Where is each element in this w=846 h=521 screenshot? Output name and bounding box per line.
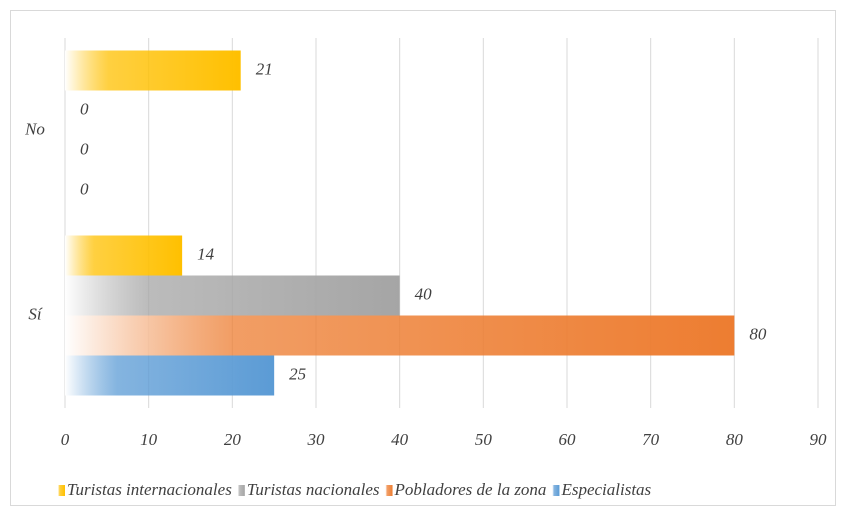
legend-label: Turistas nacionales (247, 480, 380, 499)
x-tick-label: 80 (726, 430, 744, 449)
x-tick-label: 20 (224, 430, 242, 449)
x-tick-label: 70 (642, 430, 660, 449)
bar (65, 315, 735, 356)
legend-label: Especialistas (560, 480, 651, 499)
x-tick-label: 40 (391, 430, 409, 449)
data-label: 14 (197, 244, 215, 263)
legend-swatch (552, 485, 560, 496)
x-tick-label: 10 (140, 430, 158, 449)
x-tick-label: 90 (810, 430, 828, 449)
legend-swatch (58, 485, 65, 496)
bar (65, 355, 275, 396)
bar (65, 50, 241, 91)
y-tick-label: No (24, 119, 45, 138)
data-label: 40 (415, 284, 433, 303)
data-label: 0 (80, 179, 89, 198)
legend-label: Turistas internacionales (67, 480, 232, 499)
data-label: 21 (256, 59, 273, 78)
x-tick-label: 30 (307, 430, 326, 449)
data-label: 25 (289, 364, 306, 383)
x-tick-label: 0 (61, 430, 70, 449)
x-tick-label: 60 (559, 430, 577, 449)
data-label: 0 (80, 139, 89, 158)
legend-label: Pobladores de la zona (394, 480, 547, 499)
legend-swatch (237, 485, 245, 496)
y-tick-label: Sí (28, 304, 43, 323)
x-tick-label: 50 (475, 430, 493, 449)
bar (65, 275, 400, 316)
bar (65, 235, 183, 276)
data-label: 0 (80, 99, 89, 118)
data-label: 80 (749, 324, 767, 343)
legend-swatch (385, 485, 393, 496)
